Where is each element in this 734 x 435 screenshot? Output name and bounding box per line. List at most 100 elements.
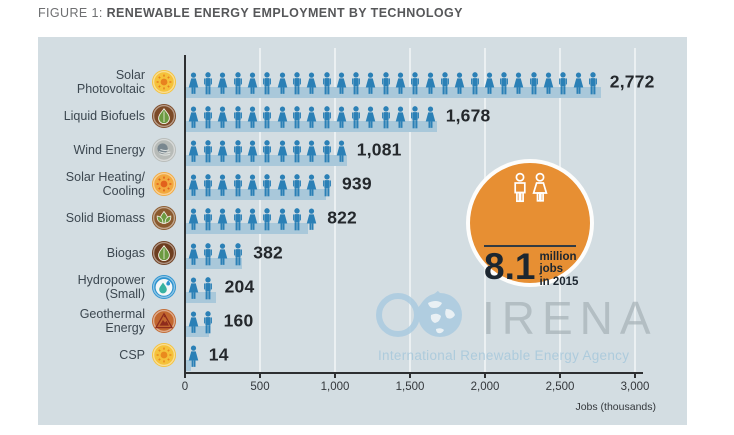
total-value: 8.1 — [484, 246, 536, 287]
badge-divider — [484, 245, 576, 247]
woman-pictogram-icon — [425, 106, 435, 128]
value-bar — [185, 359, 191, 371]
hydropower-small-icon — [151, 274, 177, 300]
value-bar — [185, 87, 601, 98]
woman-pictogram-icon — [306, 72, 317, 94]
woman-pictogram-icon — [277, 106, 287, 128]
man-pictogram-icon — [293, 140, 301, 163]
man-pictogram-icon — [588, 72, 597, 95]
woman-pictogram-icon — [306, 208, 317, 231]
gridline — [334, 48, 336, 372]
biogas-icon — [151, 240, 177, 266]
man-pictogram-icon — [293, 72, 301, 95]
man-pictogram-icon — [411, 106, 420, 129]
man-pictogram-icon — [263, 208, 272, 231]
tick-mark — [634, 374, 636, 378]
woman-pictogram-icon — [188, 208, 199, 231]
people-pictograms — [186, 272, 216, 302]
tick-mark — [184, 374, 186, 378]
csp-icon — [151, 342, 177, 368]
man-pictogram-icon — [263, 174, 272, 197]
woman-pictogram-icon — [188, 277, 199, 299]
geothermal-energy-icon — [151, 308, 177, 334]
man-pictogram-icon — [381, 72, 390, 95]
row-csp: CSP 14 — [38, 339, 687, 371]
woman-pictogram-icon — [218, 243, 228, 265]
woman-pictogram-icon — [188, 345, 199, 367]
woman-pictogram-icon — [573, 72, 583, 94]
people-pictograms — [186, 203, 319, 233]
man-pictogram-icon — [293, 174, 301, 197]
value-label: 1,081 — [356, 139, 402, 160]
woman-pictogram-icon — [514, 72, 524, 94]
row-solar-photovoltaic: Solar Photovoltaic — [38, 66, 687, 98]
row-label: Geothermal Energy — [79, 306, 145, 335]
liquid-biofuels-icon — [151, 103, 177, 129]
irena-watermark: IRENA International Renewable Energy Age… — [374, 289, 658, 363]
people-pictograms — [186, 101, 438, 131]
woman-pictogram-icon — [218, 72, 228, 94]
man-pictogram-icon — [500, 72, 509, 95]
man-pictogram-icon — [204, 140, 213, 163]
woman-pictogram-icon — [247, 72, 258, 94]
row-liquid-biofuels: Liquid Biofuels — [38, 100, 687, 133]
chart-panel: Solar Photovoltaic — [38, 37, 687, 425]
row-label: Hydropower (Small) — [77, 272, 145, 301]
man-pictogram-icon — [233, 72, 242, 95]
man-pictogram-icon — [233, 174, 242, 197]
row-label: Biogas — [106, 245, 145, 260]
row-label: Solid Biomass — [65, 211, 145, 226]
tick-label: 3,000 — [620, 381, 650, 393]
man-woman-icon — [507, 172, 553, 213]
figure-number: FIGURE 1: — [38, 6, 103, 20]
man-pictogram-icon — [441, 72, 449, 95]
woman-pictogram-icon — [247, 106, 258, 128]
woman-pictogram-icon — [277, 174, 287, 197]
man-pictogram-icon — [559, 72, 568, 95]
tick-label: 1,000 — [320, 381, 350, 393]
gridline — [259, 48, 261, 372]
tick-mark — [484, 374, 486, 378]
man-pictogram-icon — [381, 106, 390, 129]
man-pictogram-icon — [263, 140, 272, 163]
solar-heating-cooling-icon — [151, 171, 177, 197]
value-bar — [185, 189, 326, 201]
x-axis-title: Jobs (thousands) — [575, 401, 656, 413]
man-pictogram-icon — [204, 208, 213, 231]
man-pictogram-icon — [322, 106, 331, 129]
woman-pictogram-icon — [336, 140, 347, 163]
unit-line: million — [539, 251, 577, 263]
row-wind-energy: Wind Energy — [38, 134, 687, 167]
value-label: 822 — [327, 207, 357, 228]
man-pictogram-icon — [529, 72, 538, 95]
woman-pictogram-icon — [336, 72, 347, 94]
woman-pictogram-icon — [454, 72, 465, 94]
row-label: Liquid Biofuels — [63, 109, 145, 124]
man-pictogram-icon — [470, 72, 479, 95]
woman-pictogram-icon — [543, 72, 554, 94]
woman-pictogram-icon — [218, 106, 228, 128]
woman-pictogram-icon — [188, 106, 199, 128]
unit-line: jobs — [539, 263, 564, 276]
woman-pictogram-icon — [395, 106, 406, 128]
woman-pictogram-icon — [218, 174, 228, 197]
value-bar — [185, 325, 209, 337]
woman-pictogram-icon — [306, 140, 317, 163]
people-pictograms — [186, 169, 334, 199]
man-pictogram-icon — [204, 106, 213, 129]
man-pictogram-icon — [263, 72, 272, 95]
people-pictograms — [186, 340, 201, 370]
y-axis-line — [184, 55, 186, 374]
solar-photovoltaic-icon — [151, 69, 177, 95]
woman-pictogram-icon — [188, 243, 199, 265]
total-unit: million jobs in 2015 — [539, 251, 578, 288]
row-hydropower-small: Hydropower (Small) 204 — [38, 271, 687, 303]
row-solar-heating-cooling: Solar Heating/Cooling — [38, 168, 687, 201]
value-label: 1,678 — [445, 105, 491, 126]
woman-pictogram-icon — [188, 311, 199, 333]
woman-pictogram-icon — [336, 106, 347, 128]
woman-pictogram-icon — [484, 72, 495, 94]
woman-pictogram-icon — [277, 140, 287, 163]
woman-pictogram-icon — [247, 174, 258, 197]
